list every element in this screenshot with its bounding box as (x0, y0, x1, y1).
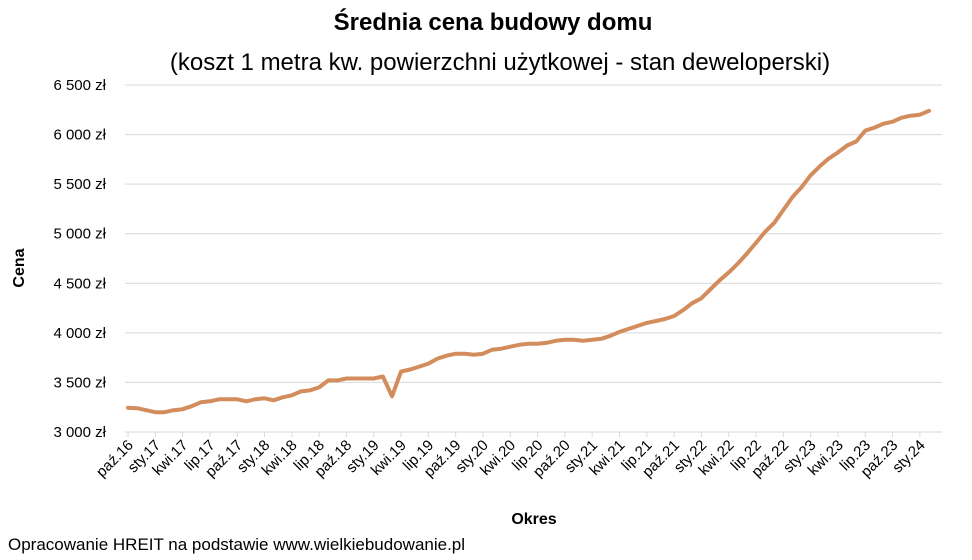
chart-subtitle: (koszt 1 metra kw. powierzchni użytkowej… (170, 49, 830, 76)
x-axis-title: Okres (511, 511, 556, 528)
y-tick-label: 5 000 zł (53, 226, 106, 243)
x-axis-ticks: paź.16sty.17kwi.17lip.17paź.17sty.18kwi.… (93, 432, 929, 481)
y-tick-label: 4 000 zł (53, 325, 106, 342)
source-note: Opracowanie HREIT na podstawie www.wielk… (8, 535, 466, 554)
series-line-price (126, 108, 931, 415)
y-tick-label: 6 000 zł (53, 127, 106, 144)
line-chart: Średnia cena budowy domu (koszt 1 metra … (11, 8, 942, 528)
y-axis-ticks: 3 000 zł 3 500 zł 4 000 zł 4 500 zł 5 000 zł… (53, 77, 106, 441)
chart-title: Średnia cena budowy domu (334, 8, 653, 36)
y-tick-label: 6 500 zł (53, 77, 106, 94)
y-tick-label: 5 500 zł (53, 176, 106, 193)
y-tick-label: 3 500 zł (53, 374, 106, 391)
gridlines (125, 84, 942, 383)
y-tick-label: 3 000 zł (53, 424, 106, 441)
y-tick-label: 4 500 zł (53, 275, 106, 292)
y-axis-title: Cena (11, 248, 28, 287)
